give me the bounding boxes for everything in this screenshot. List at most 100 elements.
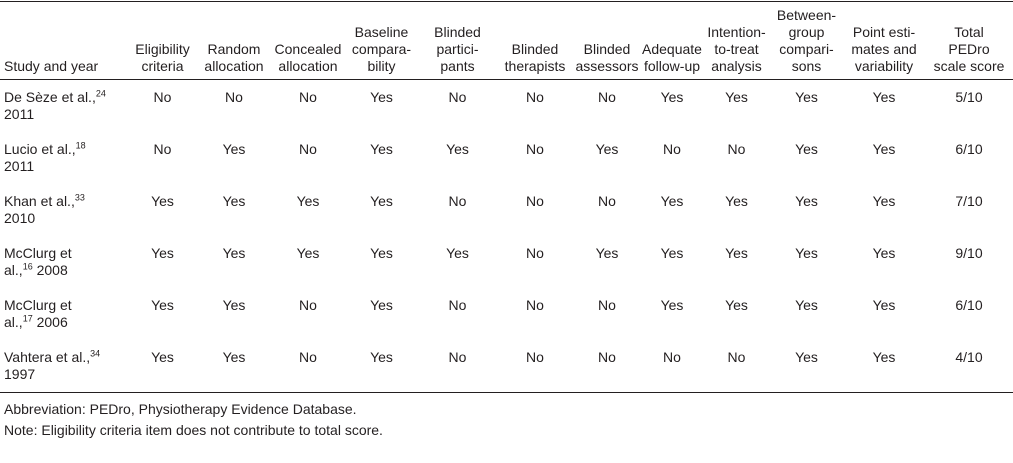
study-cell: McClurg et al.,17 2006 xyxy=(0,288,128,340)
study-cell: Khan et al.,33 2010 xyxy=(0,184,128,236)
header-row: Study and year Eligibility criteria Random a… xyxy=(0,1,1013,80)
criterion-cell: Yes xyxy=(795,297,818,313)
reference-number: 18 xyxy=(75,140,86,151)
criterion-cell: Yes xyxy=(872,297,896,313)
header-text-line: Blinded xyxy=(434,24,481,40)
header-text-line: analysis xyxy=(711,58,762,74)
criterion-cell: Yes xyxy=(370,297,393,313)
criterion-cell: Yes xyxy=(725,193,748,209)
criterion-cell: No xyxy=(448,297,467,313)
criterion-cell: Yes xyxy=(222,193,246,209)
criterion-cell: No xyxy=(598,297,616,313)
header-text-line: allocation xyxy=(278,58,338,74)
header-text-line: follow-up xyxy=(643,58,701,74)
criterion-cell: No xyxy=(526,297,544,313)
study-name: Lucio et al., xyxy=(4,141,76,157)
study-name-cont: al., xyxy=(4,314,23,330)
criterion-cell: Yes xyxy=(795,89,818,105)
criterion-cell: No xyxy=(299,297,317,313)
criterion-cell: No xyxy=(663,141,681,157)
criterion-cell: Yes xyxy=(446,141,469,157)
criterion-cell: Yes xyxy=(222,297,246,313)
study-year: 2008 xyxy=(36,262,68,278)
criterion-cell: No xyxy=(526,349,544,365)
reference-number: 24 xyxy=(95,88,106,99)
criterion-cell: No xyxy=(727,349,746,365)
criterion-cell: Yes xyxy=(660,89,684,105)
column-header: Total PEDro scale score xyxy=(925,2,1013,80)
study-year: 2011 xyxy=(4,158,35,174)
criterion-cell: Yes xyxy=(872,349,896,365)
criterion-cell: Yes xyxy=(222,141,246,157)
header-text-line: compari- xyxy=(779,41,834,57)
footnote-abbreviation: Abbreviation: PEDro, Physiotherapy Evide… xyxy=(4,401,357,417)
criterion-cell: Yes xyxy=(222,245,246,261)
column-header: Study and year xyxy=(0,2,128,80)
criterion-cell: No xyxy=(153,141,172,157)
table-row: Lucio et al.,18 2011 No Yes No Yes Yes No Yes No N… xyxy=(0,132,1013,184)
criterion-cell: Yes xyxy=(872,245,896,261)
header-text-line: Adequate xyxy=(642,41,702,57)
footnote-note: Note: Eligibility criteria item does not… xyxy=(4,422,383,438)
criterion-cell: Yes xyxy=(872,89,896,105)
header-text-line: sons xyxy=(791,58,822,74)
total-score-cell: 7/10 xyxy=(955,193,983,209)
table-row: McClurg et al.,16 2008 Yes Yes Yes Yes Yes No Ye… xyxy=(0,236,1013,288)
criterion-cell: Yes xyxy=(660,245,684,261)
criterion-cell: Yes xyxy=(222,349,246,365)
criterion-cell: No xyxy=(225,89,243,105)
table-row: De Sèze et al.,24 2011 No No No Yes No No No Yes Y… xyxy=(0,80,1013,133)
header-text-line: partici- xyxy=(436,41,479,57)
criterion-cell: No xyxy=(448,349,467,365)
study-year: 1997 xyxy=(4,366,36,382)
table-footnotes: Abbreviation: PEDro, Physiotherapy Evide… xyxy=(0,399,1013,441)
criterion-cell: Yes xyxy=(370,245,393,261)
column-header: Baseline compara-bility xyxy=(345,2,418,80)
header-text-line: scale score xyxy=(933,58,1005,74)
header-text-line: Total xyxy=(954,24,984,40)
study-name: Vahtera et al., xyxy=(4,349,91,365)
table-row: Khan et al.,33 2010 Yes Yes Yes Yes No No No Yes Y… xyxy=(0,184,1013,236)
criterion-cell: Yes xyxy=(660,193,684,209)
header-text-line: Blinded xyxy=(583,41,631,57)
study-name: McClurg et xyxy=(4,297,72,313)
header-text-line: group xyxy=(788,24,825,40)
header-text-line: Concealed xyxy=(274,41,342,57)
study-name: De Sèze et al., xyxy=(4,89,96,105)
header-text-line: PEDro xyxy=(948,41,990,57)
header-text-line: Eligibility xyxy=(135,41,190,57)
column-header: Intention-to-treat analysis xyxy=(703,2,770,80)
criterion-cell: No xyxy=(526,89,544,105)
reference-number: 34 xyxy=(90,348,101,359)
header-text-line: Between- xyxy=(776,7,837,23)
reference-number: 33 xyxy=(74,192,85,203)
criterion-cell: No xyxy=(727,141,746,157)
criterion-cell: Yes xyxy=(795,141,818,157)
criterion-cell: Yes xyxy=(370,141,393,157)
column-header: Between-group compari-sons xyxy=(770,2,843,80)
header-text-line: variability xyxy=(854,58,914,74)
criterion-cell: No xyxy=(598,193,616,209)
criterion-cell: Yes xyxy=(296,245,320,261)
reference-number: 17 xyxy=(22,313,33,324)
criterion-cell: No xyxy=(299,89,317,105)
header-text-line: criteria xyxy=(141,58,184,74)
study-name: McClurg et xyxy=(4,245,72,261)
total-score-cell: 9/10 xyxy=(955,245,983,261)
criterion-cell: Yes xyxy=(370,193,393,209)
criterion-cell: No xyxy=(598,89,616,105)
study-cell: Lucio et al.,18 2011 xyxy=(0,132,128,184)
header-text-line: to-treat xyxy=(714,41,759,57)
criterion-cell: No xyxy=(526,245,544,261)
criterion-cell: Yes xyxy=(595,245,619,261)
criterion-cell: No xyxy=(153,89,172,105)
study-cell: De Sèze et al.,24 2011 xyxy=(0,80,128,133)
criterion-cell: Yes xyxy=(151,245,174,261)
total-score-cell: 6/10 xyxy=(955,297,983,313)
column-header: Random allocation xyxy=(197,2,271,80)
header-text-line: Study and year xyxy=(4,58,99,74)
criterion-cell: No xyxy=(448,193,467,209)
criterion-cell: No xyxy=(299,141,317,157)
header-text-line: Blinded xyxy=(511,41,559,57)
criterion-cell: No xyxy=(663,349,681,365)
